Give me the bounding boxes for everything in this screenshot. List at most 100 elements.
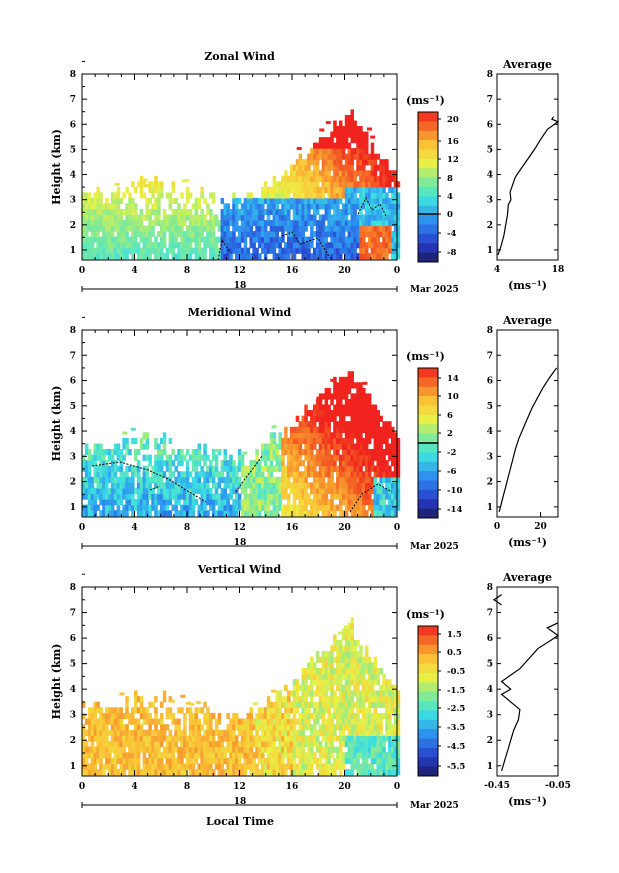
heatmap-cell xyxy=(307,159,311,166)
heatmap-cell xyxy=(327,203,331,210)
heatmap-cell xyxy=(327,214,331,221)
heatmap-cell xyxy=(261,718,265,725)
heatmap-cell xyxy=(246,476,251,483)
heatmap-cell xyxy=(261,499,265,506)
heatmap-cell xyxy=(82,493,86,500)
heatmap-cell xyxy=(330,763,334,770)
heatmap-cell xyxy=(148,225,152,232)
heatmap-cell xyxy=(391,752,395,759)
heatmap-cell xyxy=(200,454,204,461)
heatmap-cell xyxy=(258,471,262,478)
heatmap-cell xyxy=(278,432,282,439)
heatmap-cell xyxy=(333,159,337,166)
heatmap-cell xyxy=(367,482,372,489)
heatmap-cell xyxy=(339,142,343,149)
heatmap-cell xyxy=(359,471,363,478)
heatmap-cell xyxy=(321,137,326,144)
heatmap-cell xyxy=(240,253,245,260)
colorbar-label: -14 xyxy=(447,505,462,515)
heatmap-cell xyxy=(393,724,398,731)
heatmap-cell xyxy=(353,153,357,160)
heatmap-cell xyxy=(180,449,184,456)
heatmap-cell xyxy=(217,757,222,765)
heatmap-cell xyxy=(341,410,346,417)
heatmap-cell xyxy=(333,186,337,193)
heatmap-cell xyxy=(194,231,199,238)
heatmap-cell xyxy=(180,741,184,748)
heatmap-cell xyxy=(185,242,190,249)
heatmap-cell xyxy=(353,186,357,193)
heatmap-cell xyxy=(171,209,175,216)
heatmap-cell xyxy=(223,735,227,742)
heatmap-cell xyxy=(341,673,346,680)
heatmap-cell xyxy=(321,159,326,166)
colorbar-swatch xyxy=(418,757,438,768)
heatmap-cell xyxy=(321,718,326,725)
heatmap-cell xyxy=(353,668,357,675)
heatmap-cell xyxy=(134,718,138,725)
heatmap-cell xyxy=(373,668,378,675)
heatmap-cell xyxy=(341,493,346,500)
heatmap-cell xyxy=(330,443,334,450)
colorbar-swatch xyxy=(418,443,438,453)
heatmap-cell xyxy=(252,499,256,506)
heatmap-cell xyxy=(240,236,245,243)
heatmap-cell xyxy=(134,763,138,770)
heatmap-cell xyxy=(350,668,354,675)
heatmap-cell xyxy=(350,247,354,254)
heatmap-cell xyxy=(347,159,352,166)
heatmap-cell xyxy=(180,757,184,765)
heatmap-cell xyxy=(359,673,363,680)
heatmap-cell xyxy=(151,242,155,249)
heatmap-cell xyxy=(304,454,308,461)
heatmap-cell xyxy=(180,192,184,199)
heatmap-cell xyxy=(333,729,337,736)
heatmap-cell xyxy=(200,769,204,776)
heatmap-cell xyxy=(180,214,184,221)
heatmap-cell xyxy=(376,164,380,171)
heatmap-cell xyxy=(122,504,126,511)
heatmap-cell xyxy=(318,393,323,400)
heatmap-cell xyxy=(209,471,213,478)
heatmap-cell xyxy=(315,220,320,227)
heatmap-cell xyxy=(148,209,152,216)
heatmap-cell xyxy=(90,752,95,759)
heatmap-cell xyxy=(281,741,285,748)
heatmap-cell xyxy=(188,471,193,478)
heatmap-cell xyxy=(174,225,178,232)
heatmap-cell xyxy=(84,460,89,467)
heatmap-cell xyxy=(370,668,375,675)
heatmap-cell xyxy=(113,493,118,500)
heatmap-cell xyxy=(203,763,207,770)
heatmap-cell xyxy=(376,426,380,433)
heatmap-cell xyxy=(84,197,89,204)
heatmap-cell xyxy=(240,203,245,210)
heatmap-cell xyxy=(119,752,123,759)
heatmap-cell xyxy=(157,214,161,221)
heatmap-cell xyxy=(237,757,242,765)
heatmap-cell xyxy=(341,741,346,748)
heatmap-cell xyxy=(113,197,118,204)
heatmap-cell xyxy=(84,482,89,489)
heatmap-cell xyxy=(174,763,178,770)
heatmap-cell xyxy=(243,499,248,506)
heatmap-cell xyxy=(131,729,135,736)
colorbar-swatch xyxy=(418,252,438,263)
heatmap-cell xyxy=(313,432,317,439)
heatmap-cell xyxy=(341,231,346,238)
heatmap-cell xyxy=(356,410,360,417)
heatmap-cell xyxy=(356,724,360,731)
heatmap-cell xyxy=(347,225,352,232)
heatmap-cell xyxy=(373,192,378,199)
heatmap-cell xyxy=(396,493,401,500)
heatmap-cell xyxy=(278,465,282,472)
heatmap-cell xyxy=(330,651,334,658)
heatmap-cell xyxy=(142,752,147,759)
heatmap-cell xyxy=(327,757,331,765)
heatmap-cell xyxy=(393,493,398,500)
heatmap-cell xyxy=(255,718,259,725)
colorbar-label: 10 xyxy=(447,392,459,402)
heatmap-cell xyxy=(347,120,352,127)
heatmap-cell xyxy=(209,769,213,776)
heatmap-cell xyxy=(266,443,271,450)
